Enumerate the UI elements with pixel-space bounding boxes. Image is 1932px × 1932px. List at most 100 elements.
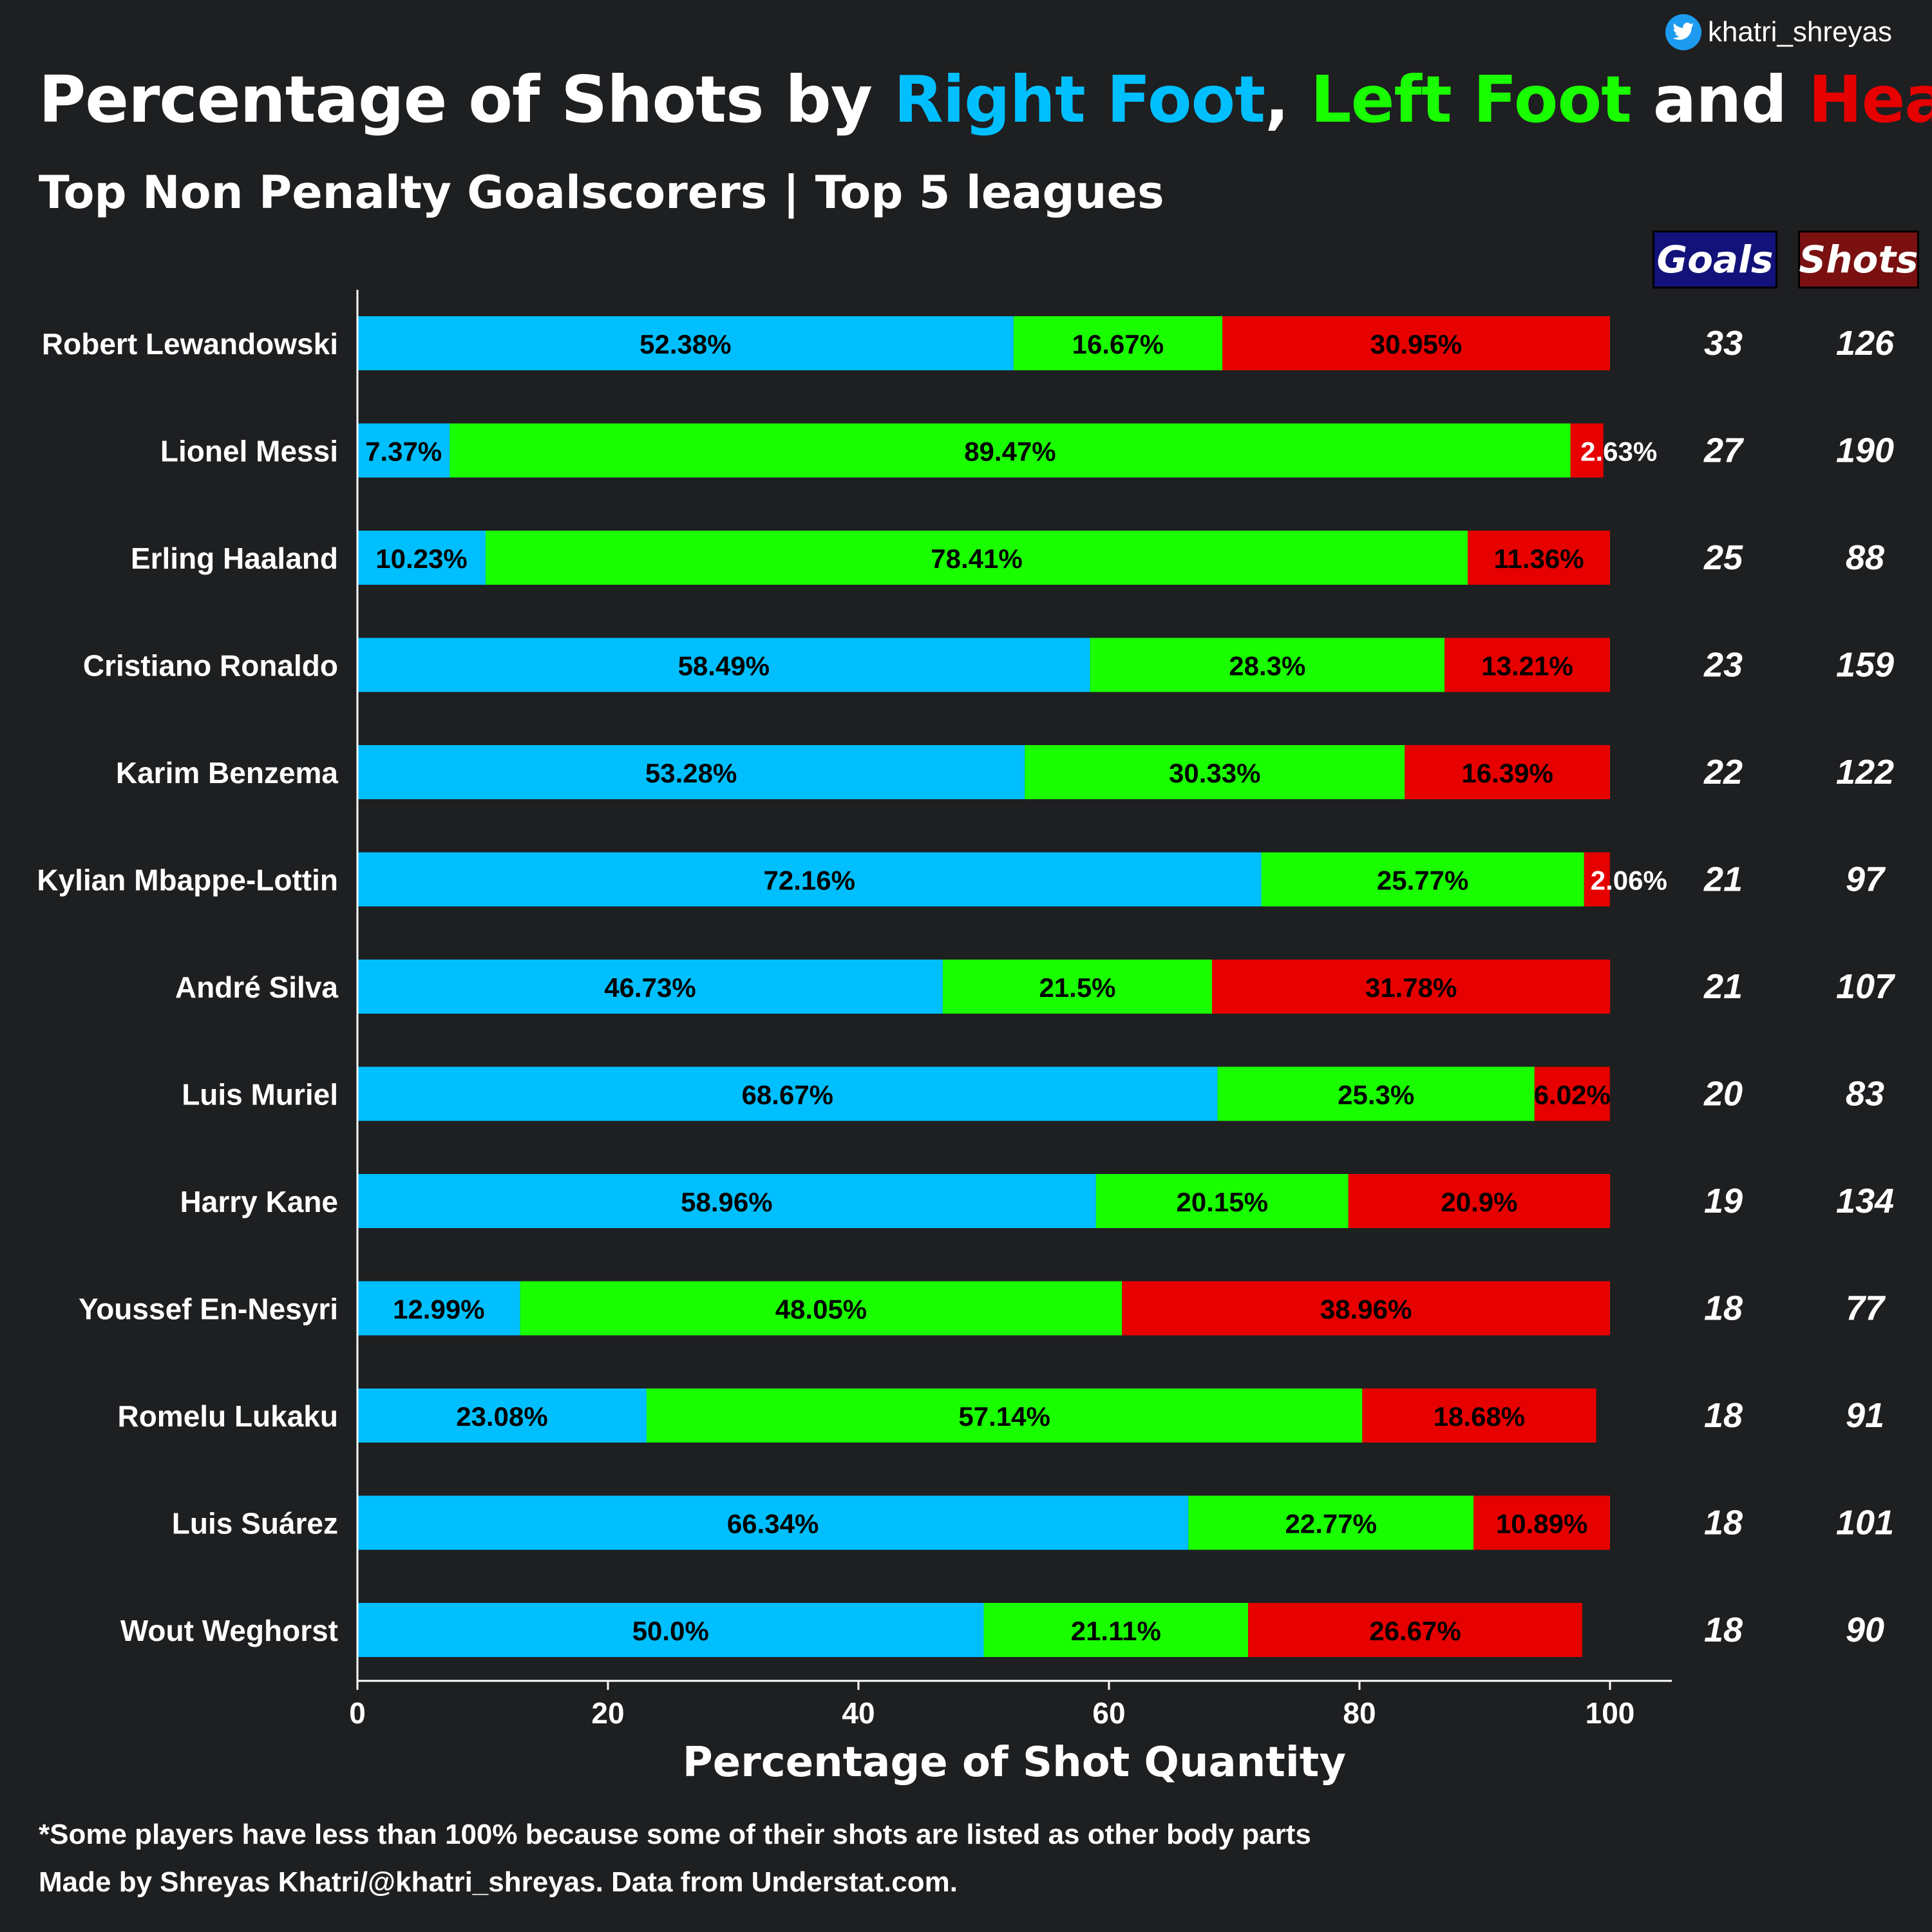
shots-column-header: Shots	[1798, 231, 1919, 289]
category-label: Lionel Messi	[160, 435, 338, 468]
bar-segment-right-foot	[357, 745, 1025, 799]
data-label: 31.78%	[1365, 972, 1457, 1003]
goals-value: 18	[1704, 1289, 1743, 1328]
footnote: *Some players have less than 100% becaus…	[39, 1819, 1311, 1850]
bar-segment-right-foot	[357, 852, 1262, 907]
shots-value: 190	[1836, 431, 1894, 470]
bar-segment-right-foot	[357, 1603, 984, 1657]
twitter-handle[interactable]: khatri_shreyas	[1665, 14, 1892, 50]
shots-value: 90	[1846, 1611, 1884, 1649]
x-tick-label: 0	[349, 1696, 366, 1730]
data-label: 58.49%	[678, 651, 770, 681]
data-label: 23.08%	[456, 1401, 547, 1432]
bar-segment-head	[1362, 1388, 1596, 1443]
shots-value: 88	[1846, 538, 1884, 577]
shots-value: 107	[1836, 967, 1896, 1006]
bar-segment-head	[1248, 1603, 1582, 1657]
category-label: Cristiano Ronaldo	[83, 649, 338, 683]
title-part: ,	[1265, 62, 1311, 137]
data-label: 2.63%	[1580, 437, 1657, 467]
data-label: 10.89%	[1496, 1509, 1587, 1539]
goals-value: 23	[1703, 646, 1743, 685]
shots-value: 97	[1846, 860, 1886, 899]
data-label: 26.67%	[1369, 1616, 1461, 1646]
goals-value: 22	[1703, 753, 1743, 791]
x-tick-label: 20	[591, 1696, 624, 1730]
data-label: 52.38%	[639, 329, 731, 359]
data-label: 68.67%	[742, 1080, 833, 1110]
chart-subtitle: Top Non Penalty Goalscorers | Top 5 leag…	[39, 166, 1164, 219]
data-label: 66.34%	[727, 1509, 819, 1539]
goals-value: 18	[1704, 1396, 1743, 1435]
category-label: Harry Kane	[180, 1185, 338, 1218]
data-label: 48.05%	[775, 1294, 867, 1325]
bar-segment-head	[1348, 1174, 1611, 1228]
data-label: 46.73%	[604, 972, 696, 1003]
data-label: 28.3%	[1229, 651, 1305, 681]
goals-value: 25	[1703, 538, 1743, 577]
bar-segment-head	[1584, 852, 1610, 907]
shots-value: 91	[1846, 1396, 1884, 1435]
bar-segment-left-foot	[1217, 1066, 1535, 1121]
data-label: 7.37%	[365, 437, 442, 467]
bar-segment-left-foot	[1025, 745, 1405, 799]
data-label: 18.68%	[1434, 1401, 1525, 1432]
bar-segment-left-foot	[646, 1388, 1363, 1443]
bar-segment-head	[1468, 531, 1610, 585]
goals-value: 20	[1703, 1075, 1743, 1113]
x-tick-label: 80	[1343, 1696, 1376, 1730]
goals-value: 21	[1703, 860, 1743, 899]
bar-segment-right-foot	[357, 960, 943, 1014]
data-label: 58.96%	[681, 1187, 772, 1217]
category-label: Romelu Lukaku	[117, 1399, 338, 1433]
bar-segment-right-foot	[357, 1281, 520, 1336]
data-label: 89.47%	[964, 437, 1056, 467]
data-label: 30.33%	[1169, 758, 1260, 788]
bar-segment-right-foot	[357, 1388, 647, 1443]
data-label: 21.5%	[1039, 972, 1115, 1003]
bar-segment-head	[1534, 1066, 1610, 1121]
category-label: Karim Benzema	[116, 756, 339, 790]
category-label: Luis Muriel	[182, 1078, 338, 1112]
bar-segment-right-foot	[357, 1066, 1218, 1121]
goals-column-header: Goals	[1653, 231, 1777, 289]
category-label: Youssef En-Nesyri	[79, 1293, 338, 1326]
bar-segment-left-foot	[1188, 1495, 1474, 1550]
category-label: André Silva	[175, 971, 339, 1004]
shots-value: 134	[1836, 1182, 1894, 1220]
title-part: and	[1631, 62, 1808, 137]
goals-value: 27	[1703, 431, 1745, 470]
goals-value: 21	[1703, 967, 1743, 1006]
bar-segment-left-foot	[520, 1281, 1122, 1336]
bar-segment-left-foot	[450, 423, 1571, 478]
shots-value: 126	[1836, 324, 1895, 363]
shots-value: 77	[1846, 1289, 1886, 1328]
chart-title: Percentage of Shots by Right Foot, Left …	[39, 62, 1932, 137]
bar-segment-right-foot	[357, 316, 1014, 370]
bar-segment-right-foot	[357, 423, 450, 478]
data-label: 21.11%	[1071, 1616, 1161, 1646]
bar-segment-head	[1444, 638, 1610, 692]
handle-text: khatri_shreyas	[1707, 16, 1892, 48]
data-label: 20.15%	[1177, 1187, 1268, 1217]
bar-segment-left-foot	[1013, 316, 1223, 370]
data-label: 25.77%	[1377, 866, 1468, 896]
bar-segment-right-foot	[357, 1174, 1096, 1228]
data-label: 38.96%	[1320, 1294, 1412, 1325]
x-axis-title: Percentage of Shot Quantity	[683, 1739, 1346, 1786]
data-label: 53.28%	[645, 758, 737, 788]
bar-segment-head	[1222, 316, 1610, 370]
shots-value: 159	[1836, 646, 1894, 685]
bar-segment-left-foot	[1090, 638, 1445, 692]
bar-segment-head	[1473, 1495, 1610, 1550]
title-part-right-foot: Right Foot	[893, 62, 1265, 137]
bar-segment-right-foot	[357, 1495, 1189, 1550]
data-label: 16.39%	[1461, 758, 1553, 788]
data-label: 72.16%	[764, 866, 855, 896]
category-label: Erling Haaland	[131, 542, 338, 575]
data-label: 57.14%	[958, 1401, 1050, 1432]
x-tick-label: 100	[1586, 1696, 1635, 1730]
data-label: 20.9%	[1441, 1187, 1517, 1217]
data-label: 50.0%	[632, 1616, 709, 1646]
goals-value: 19	[1704, 1182, 1743, 1220]
